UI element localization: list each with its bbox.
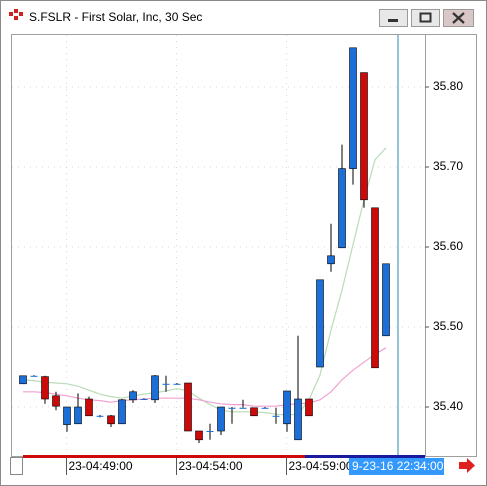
y-tick-label: 35.40 [433,399,463,413]
candle-body [74,406,82,425]
candle-body [338,168,346,249]
scroll-right-arrow[interactable] [459,458,475,473]
y-tick-label: 35.60 [433,239,463,253]
candle-body [30,375,38,377]
candle-body [195,430,203,441]
candle-body [162,383,170,385]
candle-body [85,398,93,417]
candle-body [52,395,60,407]
minimize-button[interactable] [379,9,408,27]
window-title: S.FSLR - First Solar, Inc, 30 Sec [29,10,202,24]
candle-body [173,383,181,385]
candle-body [239,407,247,409]
x-tick-label: 23-04:49:00 [69,459,133,473]
x-tick-label: 23-04:54:00 [179,459,243,473]
chart-frame [11,34,477,457]
y-tick-label: 35.50 [433,319,463,333]
candle-body [118,399,126,425]
candle-body [360,72,368,201]
candle-body [63,406,71,425]
candle-body [107,415,115,425]
cursor-label: 9-23-16 22:34:00 [352,459,444,473]
candle-body [371,207,379,369]
moving-average [23,347,387,407]
app-icon [9,9,23,20]
maximize-button[interactable] [411,9,440,27]
candle-body [261,407,269,409]
candle-body [206,431,214,432]
candle-body [41,376,49,400]
y-tick-label: 35.70 [433,159,463,173]
candle-body [305,398,313,417]
candle-body [327,255,335,265]
candle-body [294,398,302,441]
close-button[interactable] [443,9,474,27]
candle-body [316,279,324,368]
scrollbar-view[interactable] [305,455,425,458]
candle-body [140,399,148,400]
candle-body [228,407,236,409]
candle-body [250,407,258,417]
candle-body [349,47,357,169]
candle-body [283,390,291,425]
candle-body [19,375,27,385]
y-tick-label: 35.80 [433,79,463,93]
candle-body [272,415,280,417]
candle-body [129,391,137,401]
candle-body [217,406,225,432]
x-tick-label: 23-04:59:00 [289,459,353,473]
scrollbar-range[interactable] [23,455,305,458]
candle-body [184,382,192,432]
candle-body [382,263,390,337]
candle-body [151,375,159,401]
corner-box[interactable] [10,457,23,475]
candle-body [96,415,104,417]
cursor-label-bg [349,458,444,475]
